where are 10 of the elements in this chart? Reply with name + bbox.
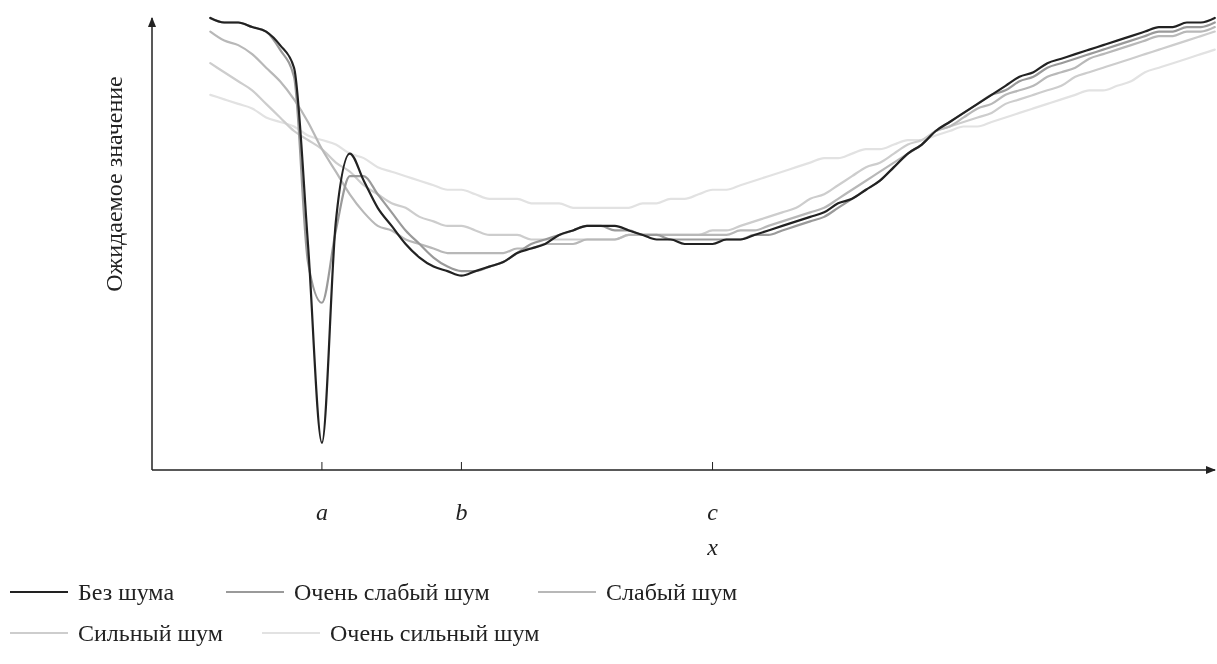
- x-tick-label: c: [707, 499, 719, 525]
- legend-label: Очень сильный шум: [330, 620, 540, 646]
- y-axis-title: Ожидаемое значение: [101, 76, 127, 292]
- x-tick-label: a: [315, 499, 328, 525]
- legend-label: Очень слабый шум: [294, 579, 490, 605]
- legend-label: Слабый шум: [606, 579, 738, 605]
- legend-label: Сильный шум: [78, 620, 223, 646]
- legend-label: Без шума: [78, 579, 175, 605]
- x-axis-title: x: [706, 534, 719, 560]
- x-tick-label: b: [455, 499, 468, 525]
